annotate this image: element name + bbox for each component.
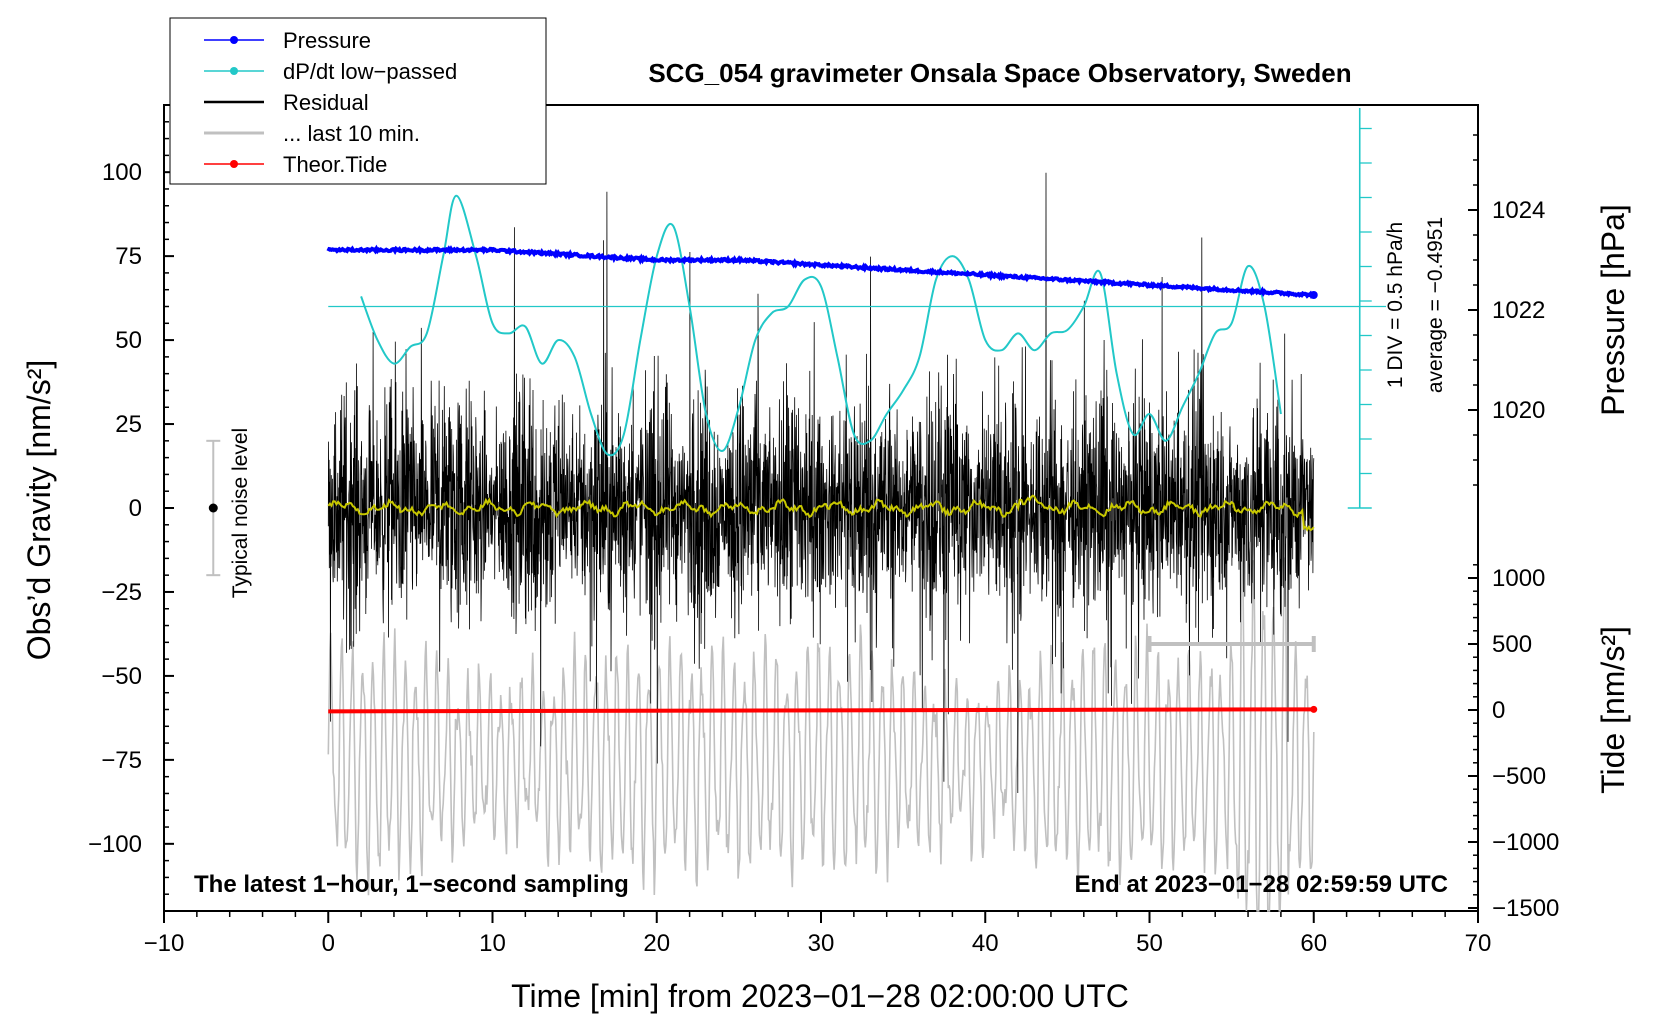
x-tick-label: −10 bbox=[144, 930, 185, 957]
legend-item-tide: Theor.Tide bbox=[204, 152, 387, 177]
tide-tick-label: 500 bbox=[1492, 631, 1532, 658]
residual-line bbox=[327, 172, 1315, 794]
y-left-tick-label: 25 bbox=[115, 411, 142, 438]
x-tick-label: 30 bbox=[808, 930, 835, 957]
legend-label-pressure: Pressure bbox=[283, 28, 371, 53]
series-last-10-min bbox=[327, 530, 1315, 912]
tide-axis-label: Tide [nm/s²] bbox=[1595, 626, 1631, 794]
series-tide bbox=[328, 705, 1318, 714]
y-left-tick-label: 100 bbox=[102, 159, 142, 186]
x-tick-label: 10 bbox=[479, 930, 506, 957]
tide-tick-label: −1000 bbox=[1492, 829, 1559, 856]
y-left-tick-label: 0 bbox=[129, 495, 142, 522]
x-tick-label: 50 bbox=[1136, 930, 1163, 957]
pressure-tick-label: 1022 bbox=[1492, 297, 1545, 324]
annotation-left: The latest 1−hour, 1−second sampling bbox=[194, 871, 629, 898]
x-tick-label: 60 bbox=[1300, 930, 1327, 957]
y-left-tick-label: −100 bbox=[88, 831, 142, 858]
tide-end-point bbox=[1310, 705, 1318, 713]
series-residual-smoothed bbox=[327, 494, 1315, 532]
pressure-axis-label: Pressure [hPa] bbox=[1595, 204, 1631, 416]
y-axis-left-label: Obs’d Gravity [nm/s²] bbox=[21, 360, 57, 661]
dpdt-line bbox=[360, 194, 1282, 457]
tide-tick-label: 0 bbox=[1492, 697, 1505, 724]
legend-item-residual: Residual bbox=[204, 90, 369, 115]
last10-line bbox=[327, 530, 1315, 912]
noise-level-label: Typical noise level bbox=[229, 428, 252, 598]
y-left-tick-label: −75 bbox=[101, 747, 142, 774]
pressure-line bbox=[326, 244, 1316, 299]
y-axis-left: 100 75 50 25 0 −25 −50 −75 −100 bbox=[88, 104, 174, 912]
series-dpdt bbox=[328, 194, 1387, 457]
legend-item-pressure: Pressure bbox=[204, 28, 371, 53]
pressure-axis: 1024 1022 1020 bbox=[1468, 134, 1545, 486]
legend-label-dpdt: dP/dt low−passed bbox=[283, 59, 457, 84]
dpdt-scale-label: 1 DIV = 0.5 hPa/h bbox=[1384, 222, 1407, 388]
dpdt-scale-bar bbox=[1347, 108, 1372, 509]
tide-axis: 1000 500 0 −500 −1000 −1500 bbox=[1468, 564, 1559, 922]
noise-level-indicator bbox=[206, 439, 221, 577]
legend: Pressure dP/dt low−passed Residual ... l… bbox=[169, 17, 547, 185]
x-tick-label: 40 bbox=[972, 930, 999, 957]
chart-title: SCG_054 gravimeter Onsala Space Observat… bbox=[648, 58, 1351, 88]
series-pressure bbox=[326, 244, 1318, 299]
y-left-tick-label: −25 bbox=[101, 579, 142, 606]
y-left-tick-label: 50 bbox=[115, 327, 142, 354]
x-axis-label: Time [min] from 2023−01−28 02:00:00 UTC bbox=[511, 978, 1129, 1014]
tide-tick-label: 1000 bbox=[1492, 565, 1545, 592]
annotation-right: End at 2023−01−28 02:59:59 UTC bbox=[1074, 871, 1448, 898]
x-axis: −10 0 10 20 30 40 50 60 70 bbox=[144, 911, 1492, 957]
legend-label-tide: Theor.Tide bbox=[283, 152, 387, 177]
legend-label-residual: Residual bbox=[283, 90, 369, 115]
noise-center-dot bbox=[208, 503, 218, 513]
tide-tick-label: −500 bbox=[1492, 763, 1546, 790]
dpdt-average-label: average = −0.4951 bbox=[1424, 217, 1447, 393]
x-tick-label: 20 bbox=[643, 930, 670, 957]
residual-smoothed-line bbox=[327, 494, 1315, 532]
tide-tick-label: −1500 bbox=[1492, 895, 1559, 922]
x-tick-label: 70 bbox=[1465, 930, 1492, 957]
legend-item-dpdt: dP/dt low−passed bbox=[204, 59, 457, 84]
series-residual bbox=[327, 172, 1315, 794]
last-10-min-bar bbox=[1147, 636, 1316, 653]
legend-item-last10: ... last 10 min. bbox=[204, 121, 420, 146]
pressure-tick-label: 1024 bbox=[1492, 197, 1545, 224]
pressure-tick-label: 1020 bbox=[1492, 397, 1545, 424]
y-left-tick-label: 75 bbox=[115, 243, 142, 270]
tide-line bbox=[328, 707, 1314, 714]
pressure-end-point bbox=[1309, 291, 1318, 299]
x-tick-label: 0 bbox=[322, 930, 335, 957]
legend-label-last10: ... last 10 min. bbox=[283, 121, 420, 146]
y-left-tick-label: −50 bbox=[101, 663, 142, 690]
